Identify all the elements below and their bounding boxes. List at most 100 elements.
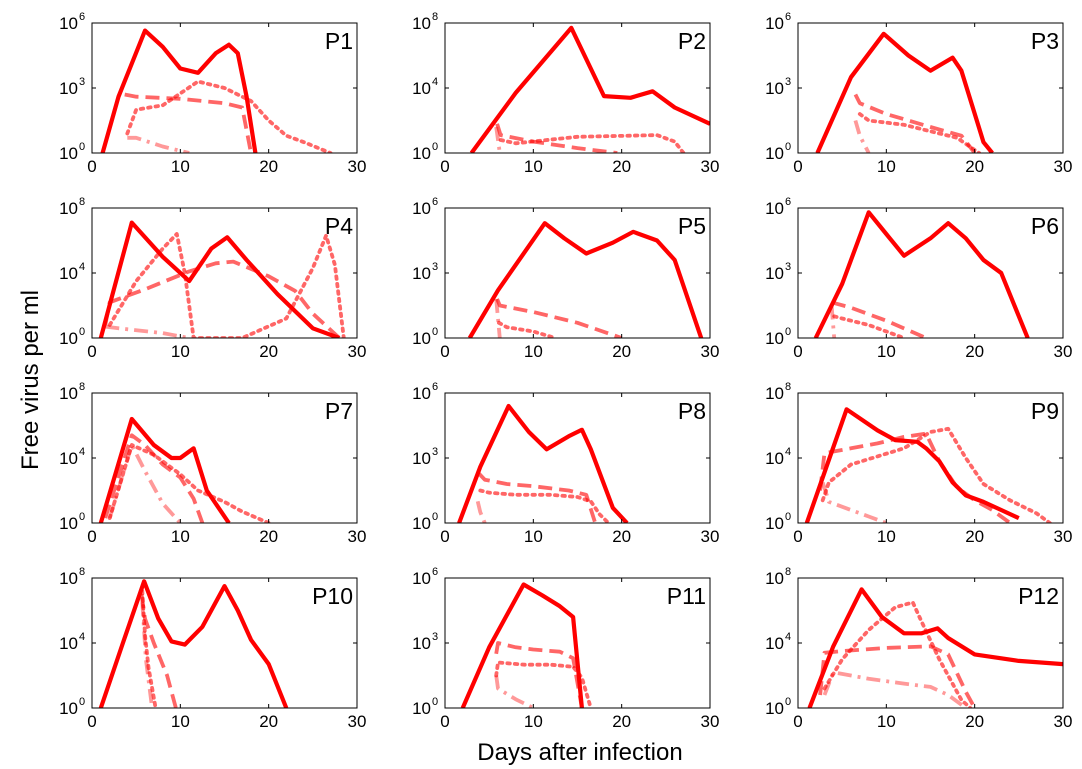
x-tick-label: 20 xyxy=(965,712,984,731)
y-tick-exponent: 6 xyxy=(785,196,791,208)
y-tick-label: 10 xyxy=(59,384,78,403)
y-tick-label: 10 xyxy=(59,264,78,283)
panel-title: P2 xyxy=(678,28,706,54)
y-tick-exponent: 0 xyxy=(432,141,438,153)
y-tick-exponent: 4 xyxy=(79,446,85,458)
x-tick-label: 20 xyxy=(965,342,984,361)
x-tick-label: 20 xyxy=(612,527,631,546)
y-tick-exponent: 0 xyxy=(79,326,85,338)
y-tick-exponent: 4 xyxy=(432,76,438,88)
y-tick-exponent: 0 xyxy=(79,141,85,153)
panel-title: P9 xyxy=(1031,398,1059,424)
series-dashdot-line xyxy=(127,135,190,153)
series-dotted-line xyxy=(820,426,1052,523)
series-group xyxy=(98,220,346,338)
series-group xyxy=(457,403,629,523)
x-tick-label: 30 xyxy=(348,342,367,361)
y-tick-label: 10 xyxy=(412,329,431,348)
y-tick-exponent: 3 xyxy=(785,76,791,88)
series-dashed-line xyxy=(494,641,584,708)
series-dashdot-line xyxy=(494,298,502,338)
series-dashed-line xyxy=(477,471,598,523)
x-tick-label: 0 xyxy=(440,712,449,731)
series-dashed-line xyxy=(831,299,927,338)
series-group xyxy=(100,28,333,153)
y-tick-exponent: 0 xyxy=(432,696,438,708)
x-tick-label: 0 xyxy=(440,157,449,176)
series-group xyxy=(815,31,994,153)
series-solid-line xyxy=(807,587,1063,708)
y-axis-label: Free virus per ml xyxy=(17,290,44,470)
y-tick-exponent: 0 xyxy=(785,141,791,153)
x-tick-label: 20 xyxy=(612,712,631,731)
x-tick-label: 20 xyxy=(965,157,984,176)
x-tick-label: 20 xyxy=(259,157,278,176)
series-group xyxy=(460,582,593,708)
series-dashed-line xyxy=(818,644,977,708)
series-group xyxy=(467,221,704,338)
axes-box xyxy=(797,207,1064,339)
y-tick-label: 10 xyxy=(765,569,784,588)
y-tick-exponent: 0 xyxy=(432,326,438,338)
x-tick-label: 30 xyxy=(701,342,720,361)
y-tick-exponent: 3 xyxy=(432,446,438,458)
series-dotted-line xyxy=(107,232,346,338)
panel-title: P8 xyxy=(678,398,706,424)
y-tick-label: 10 xyxy=(59,699,78,718)
series-solid-line xyxy=(813,210,1030,338)
y-tick-label: 10 xyxy=(765,634,784,653)
series-dashed-line xyxy=(139,594,178,708)
series-dashdot-line xyxy=(829,305,837,338)
y-tick-label: 10 xyxy=(59,14,78,33)
y-tick-exponent: 0 xyxy=(785,326,791,338)
y-tick-label: 10 xyxy=(412,569,431,588)
y-tick-exponent: 4 xyxy=(785,446,791,458)
x-tick-label: 20 xyxy=(259,712,278,731)
panel-title: P10 xyxy=(312,583,353,609)
series-group xyxy=(804,407,1052,523)
y-tick-exponent: 0 xyxy=(79,511,85,523)
y-tick-label: 10 xyxy=(412,449,431,468)
series-dashed-line xyxy=(853,93,977,153)
panel-title: P4 xyxy=(325,213,353,239)
panel-title: P7 xyxy=(325,398,353,424)
series-dashed-line xyxy=(495,298,623,338)
y-tick-label: 10 xyxy=(412,144,431,163)
series-solid-line xyxy=(467,221,704,338)
x-tick-label: 10 xyxy=(524,712,543,731)
series-dotted-line xyxy=(107,443,271,523)
x-tick-label: 30 xyxy=(1054,342,1073,361)
y-tick-exponent: 0 xyxy=(432,511,438,523)
y-tick-label: 10 xyxy=(765,14,784,33)
x-tick-label: 0 xyxy=(440,527,449,546)
x-tick-label: 10 xyxy=(171,527,190,546)
x-tick-label: 10 xyxy=(877,712,896,731)
x-tick-label: 10 xyxy=(877,342,896,361)
y-tick-label: 10 xyxy=(412,514,431,533)
x-tick-label: 10 xyxy=(877,527,896,546)
y-tick-label: 10 xyxy=(765,449,784,468)
y-tick-label: 10 xyxy=(765,144,784,163)
x-tick-label: 0 xyxy=(87,342,96,361)
series-dashdot-line xyxy=(494,126,502,153)
series-dotted-line xyxy=(494,660,593,708)
x-tick-label: 10 xyxy=(877,157,896,176)
y-tick-label: 10 xyxy=(412,199,431,218)
series-group xyxy=(98,579,289,708)
x-tick-label: 20 xyxy=(612,157,631,176)
series-solid-line xyxy=(100,28,258,153)
x-tick-label: 20 xyxy=(259,527,278,546)
x-tick-label: 10 xyxy=(524,342,543,361)
panel-title: P11 xyxy=(667,583,706,609)
y-tick-exponent: 4 xyxy=(79,631,85,643)
x-tick-label: 0 xyxy=(87,157,96,176)
series-dotted-line xyxy=(857,112,981,153)
x-tick-label: 20 xyxy=(259,342,278,361)
y-tick-label: 10 xyxy=(412,79,431,98)
